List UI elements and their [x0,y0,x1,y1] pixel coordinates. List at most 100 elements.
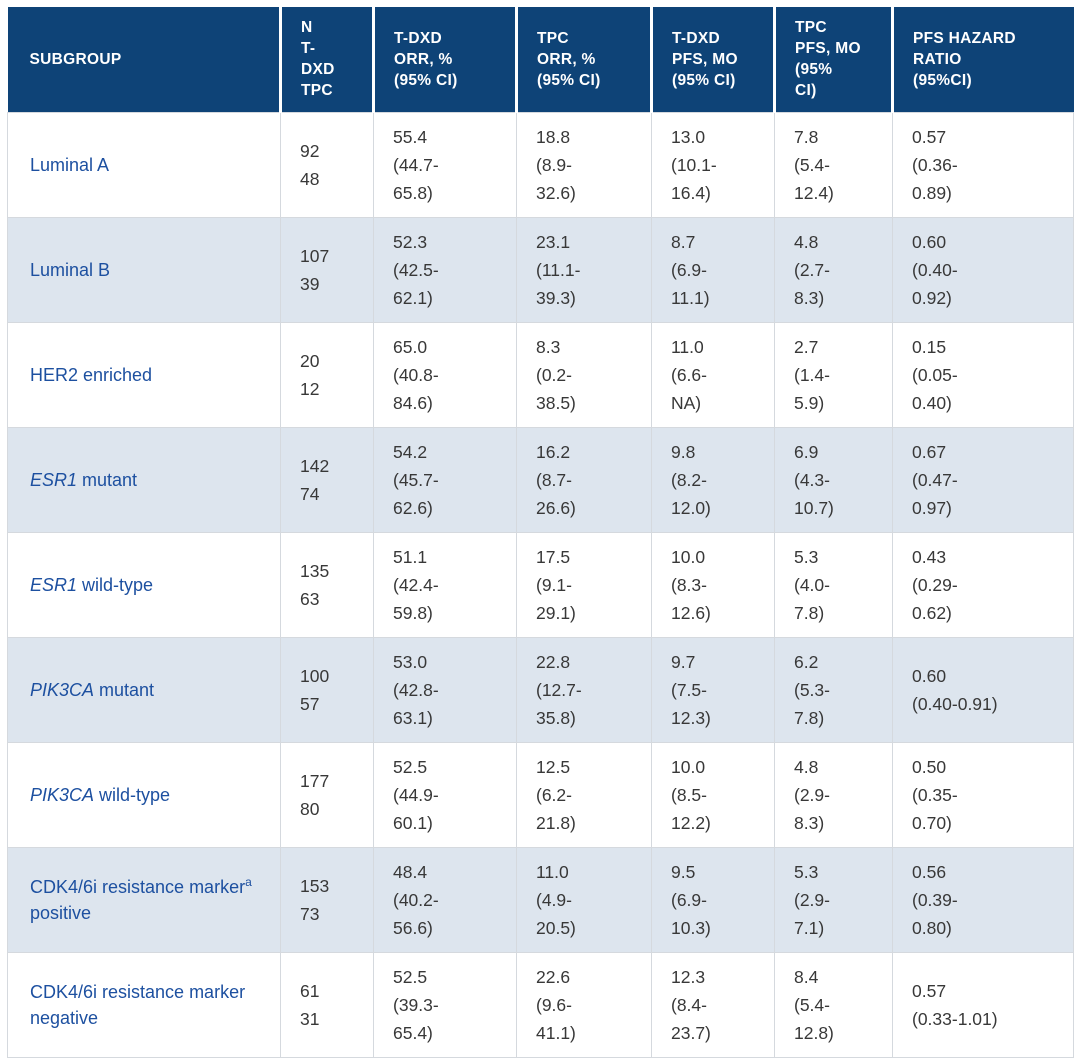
subgroup-text: CDK4/6i resistance marker [30,876,246,897]
cell-line: 18.8 [536,126,571,147]
cell-line: 48.4 [393,861,428,882]
cell-line: 0.40) [912,392,952,413]
cell-line: (8.4- [671,994,707,1015]
cell-line: (5.3- [794,679,830,700]
tpc-orr-cell: 23.1 (11.1- 39.3) [516,216,652,323]
tdxd-orr-cell: 52.3 (42.5- 62.1) [373,216,517,323]
cell-line: (44.7- [393,154,439,175]
cell-line: (1.4- [794,364,830,385]
subgroup-cell: CDK4/6i resistance markera positive [7,846,281,953]
table-row: PIK3CA wild-type 177 80 52.5 (44.9- 60.1) 12.5… [7,741,1074,848]
tpc-orr-cell: 22.6 (9.6- 41.1) [516,951,652,1058]
column-header-n: N T- DXD TPC [279,7,374,112]
cell-line: (9.1- [536,574,572,595]
cell-line: 0.60 [912,665,947,686]
tdxd-pfs-cell: 9.8 (8.2- 12.0) [651,426,775,533]
subgroup-cell: Luminal B [7,216,281,323]
cell-line: 0.97) [912,497,952,518]
subgroup-text: Luminal A [30,154,110,175]
tdxd-pfs-cell: 11.0 (6.6- NA) [651,321,775,428]
column-header-line: TPC [301,82,333,100]
subgroup-text: ESR1 [30,469,78,490]
cell-line: 62.6) [393,497,433,518]
column-header-line: ORR, % [537,50,596,68]
hr-cell: 0.57 (0.36- 0.89) [892,111,1074,218]
column-header-line: T-DXD [394,29,442,47]
column-header-line: TPC [537,29,569,47]
cell-line: 0.89) [912,182,952,203]
subgroup-text: positive [30,902,92,923]
tpc-orr-cell: 12.5 (6.2- 21.8) [516,741,652,848]
cell-line: 153 [300,875,330,896]
column-header-line: N [301,19,313,37]
cell-line: 63 [300,588,320,609]
tpc-orr-cell: 16.2 (8.7- 26.6) [516,426,652,533]
tpc-pfs-cell: 8.4 (5.4- 12.8) [774,951,893,1058]
cell-line: 10.0 [671,546,706,567]
tdxd-orr-cell: 54.2 (45.7- 62.6) [373,426,517,533]
tdxd-orr-cell: 52.5 (44.9- 60.1) [373,741,517,848]
cell-line: (6.9- [671,889,707,910]
hr-cell: 0.60 (0.40- 0.92) [892,216,1074,323]
cell-line: (8.7- [536,469,572,490]
cell-line: 54.2 [393,441,428,462]
cell-line: 65.0 [393,336,428,357]
cell-line: 10.3) [671,917,711,938]
subgroup-cell: CDK4/6i resistance marker negative [7,951,281,1058]
tpc-pfs-cell: 4.8 (2.9- 8.3) [774,741,893,848]
column-header-line: (95% CI) [672,71,736,89]
tdxd-orr-cell: 65.0 (40.8- 84.6) [373,321,517,428]
cell-line: 0.57 [912,980,947,1001]
subgroup-superscript: a [245,874,252,889]
cell-line: (8.2- [671,469,707,490]
cell-line: 2.7 [794,336,819,357]
n-cell: 177 80 [280,741,374,848]
cell-line: (5.4- [794,154,830,175]
tdxd-pfs-cell: 9.7 (7.5- 12.3) [651,636,775,743]
cell-line: (11.1- [536,259,581,280]
cell-line: (4.0- [794,574,830,595]
cell-line: (0.35- [912,784,958,805]
tpc-orr-cell: 18.8 (8.9- 32.6) [516,111,652,218]
cell-line: 63.1) [393,707,433,728]
cell-line: 0.57 [912,126,947,147]
cell-line: 0.70) [912,812,952,833]
hr-cell: 0.50 (0.35- 0.70) [892,741,1074,848]
column-header-line: (95%CI) [913,71,972,89]
table-row: CDK4/6i resistance marker negative 61 31 52… [7,951,1074,1058]
n-cell: 135 63 [280,531,374,638]
table-row: CDK4/6i resistance markera positive 153 73… [7,846,1074,953]
tpc-pfs-cell: 6.2 (5.3- 7.8) [774,636,893,743]
cell-line: (2.9- [794,784,830,805]
n-cell: 92 48 [280,111,374,218]
cell-line: (42.5- [393,259,439,280]
hr-cell: 0.56 (0.39- 0.80) [892,846,1074,953]
cell-line: (9.6- [536,994,572,1015]
cell-line: 0.56 [912,861,947,882]
subgroup-cell: HER2 enriched [7,321,281,428]
cell-line: 52.5 [393,756,428,777]
cell-line: 21.8) [536,812,576,833]
subgroup-text: wild-type [77,574,154,595]
cell-line: 16.4) [671,182,711,203]
cell-line: 41.1) [536,1022,576,1043]
subgroup-text: wild-type [94,784,171,805]
subgroup-text: PIK3CA [30,679,95,700]
cell-line: (39.3- [393,994,439,1015]
subgroup-text: mutant [77,469,138,490]
subgroup-text: mutant [94,679,155,700]
tdxd-pfs-cell: 13.0 (10.1- 16.4) [651,111,775,218]
cell-line: 65.8) [393,182,433,203]
cell-line: 9.5 [671,861,696,882]
tpc-pfs-cell: 5.3 (4.0- 7.8) [774,531,893,638]
subgroup-text: Luminal B [30,259,111,280]
cell-line: 0.60 [912,231,947,252]
subgroup-cell: ESR1 mutant [7,426,281,533]
tdxd-pfs-cell: 12.3 (8.4- 23.7) [651,951,775,1058]
cell-line: (6.9- [671,259,707,280]
cell-line: 32.6) [536,182,576,203]
cell-line: 59.8) [393,602,433,623]
cell-line: 9.8 [671,441,696,462]
cell-line: (0.36- [912,154,958,175]
cell-line: 10.7) [794,497,834,518]
